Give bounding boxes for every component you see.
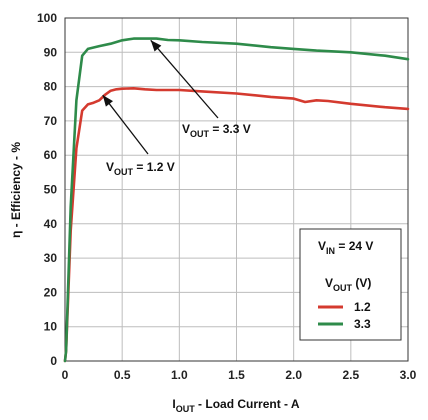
y-tick-label: 90 [44, 45, 58, 59]
legend-vin-label: VIN = 24 V [318, 239, 373, 256]
legend-label-1v2: 1.2 [354, 300, 371, 314]
legend-title: VOUT (V) [325, 276, 371, 293]
y-tick-label: 50 [44, 183, 58, 197]
y-tick-label: 60 [44, 148, 58, 162]
series-line-1v2 [63, 87, 410, 363]
x-tick-labels: 0 0.5 1.0 1.5 2.0 2.5 3.0 [62, 368, 417, 382]
x-tick-label: 2.5 [342, 368, 359, 382]
y-tick-label: 0 [50, 354, 57, 368]
x-tick-label: 2.0 [285, 368, 302, 382]
y-tick-label: 100 [37, 11, 57, 25]
series-line-3v3 [63, 37, 410, 363]
y-tick-label: 30 [44, 251, 58, 265]
y-tick-label: 40 [44, 217, 58, 231]
x-tick-label: 1.5 [228, 368, 245, 382]
legend-label-3v3: 3.3 [354, 317, 371, 331]
x-tick-label: 1.0 [171, 368, 188, 382]
annotation-arrow-3v3 [150, 39, 219, 119]
annotation-vout-3v3: VOUT = 3.3 V [150, 39, 251, 139]
x-tick-label: 0 [62, 368, 69, 382]
annotation-vout-1v2: VOUT = 1.2 V [102, 94, 175, 177]
x-tick-label: 3.0 [400, 368, 417, 382]
y-tick-labels: 0 10 20 30 40 50 60 70 80 90 100 [37, 11, 57, 368]
y-tick-label: 80 [44, 80, 58, 94]
x-tick-label: 0.5 [114, 368, 131, 382]
y-tick-label: 70 [44, 114, 58, 128]
y-tick-label: 20 [44, 285, 58, 299]
x-axis-title: IOUT - Load Current - A [172, 397, 300, 414]
legend: VIN = 24 V VOUT (V) 1.2 3.3 [299, 228, 402, 341]
plot-frame [64, 17, 409, 362]
annotation-arrowhead-3v3 [150, 40, 162, 52]
annotation-arrow-1v2 [102, 94, 149, 155]
annotation-label-1v2: VOUT = 1.2 V [106, 160, 175, 177]
y-tick-label: 10 [44, 320, 58, 334]
y-axis-title: η - Efficiency - % [9, 142, 23, 238]
annotation-label-3v3: VOUT = 3.3 V [182, 122, 251, 139]
legend-box [299, 228, 402, 341]
annotation-arrowhead-1v2 [102, 95, 114, 107]
series-lines [63, 37, 410, 363]
